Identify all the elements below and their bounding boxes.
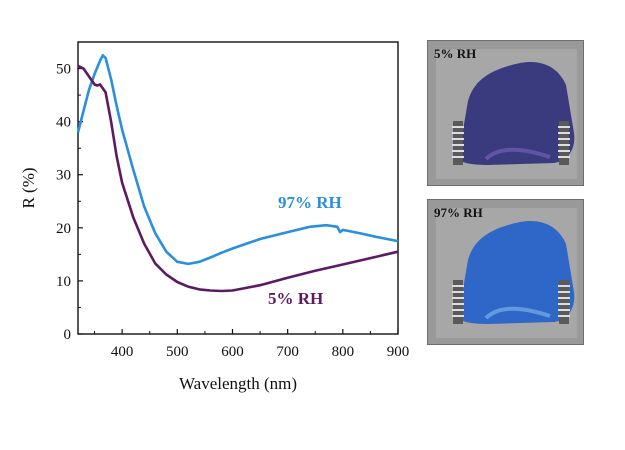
photo-5rh-film [458,61,575,165]
photo-5rh-label: 5% RH [434,46,477,61]
photo-97rh-film [458,220,575,324]
series-line-1 [77,64,399,293]
series-lines [76,54,399,293]
x-tick-label: 500 [166,344,189,360]
y-tick-label: 20 [56,221,71,237]
photo-97rh-scene [428,200,583,344]
photo-5rh-scene [428,41,583,185]
photo-97rh-label: 97% RH [434,205,483,220]
x-tick-label: 400 [111,344,134,360]
plot-frame [77,41,399,335]
x-tick-label: 900 [387,344,410,360]
y-tick-label: 40 [56,115,71,131]
y-tick-label: 50 [56,62,71,78]
y-axis-title: R (%) [19,167,38,208]
y-axis-ticks: 0 10 20 30 40 50 [56,41,83,343]
y-tick-label: 30 [56,168,71,184]
series-line-0 [76,54,399,266]
x-tick-label: 800 [332,344,355,360]
x-tick-label: 700 [276,344,299,360]
y-tick-label: 10 [56,274,71,290]
plot-area: 400 500 600 700 800 900 0 10 20 30 40 50 [56,41,410,360]
series-label-5rh: 5% RH [268,289,323,308]
y-tick-label: 0 [64,327,72,343]
x-axis-ticks: 400 500 600 700 800 900 [94,329,410,360]
photo-5rh: 5% RH [427,40,584,186]
series-label-97rh: 97% RH [278,193,342,212]
photo-97rh: 97% RH [427,199,584,345]
x-tick-label: 600 [221,344,244,360]
x-axis-title: Wavelength (nm) [179,374,297,393]
